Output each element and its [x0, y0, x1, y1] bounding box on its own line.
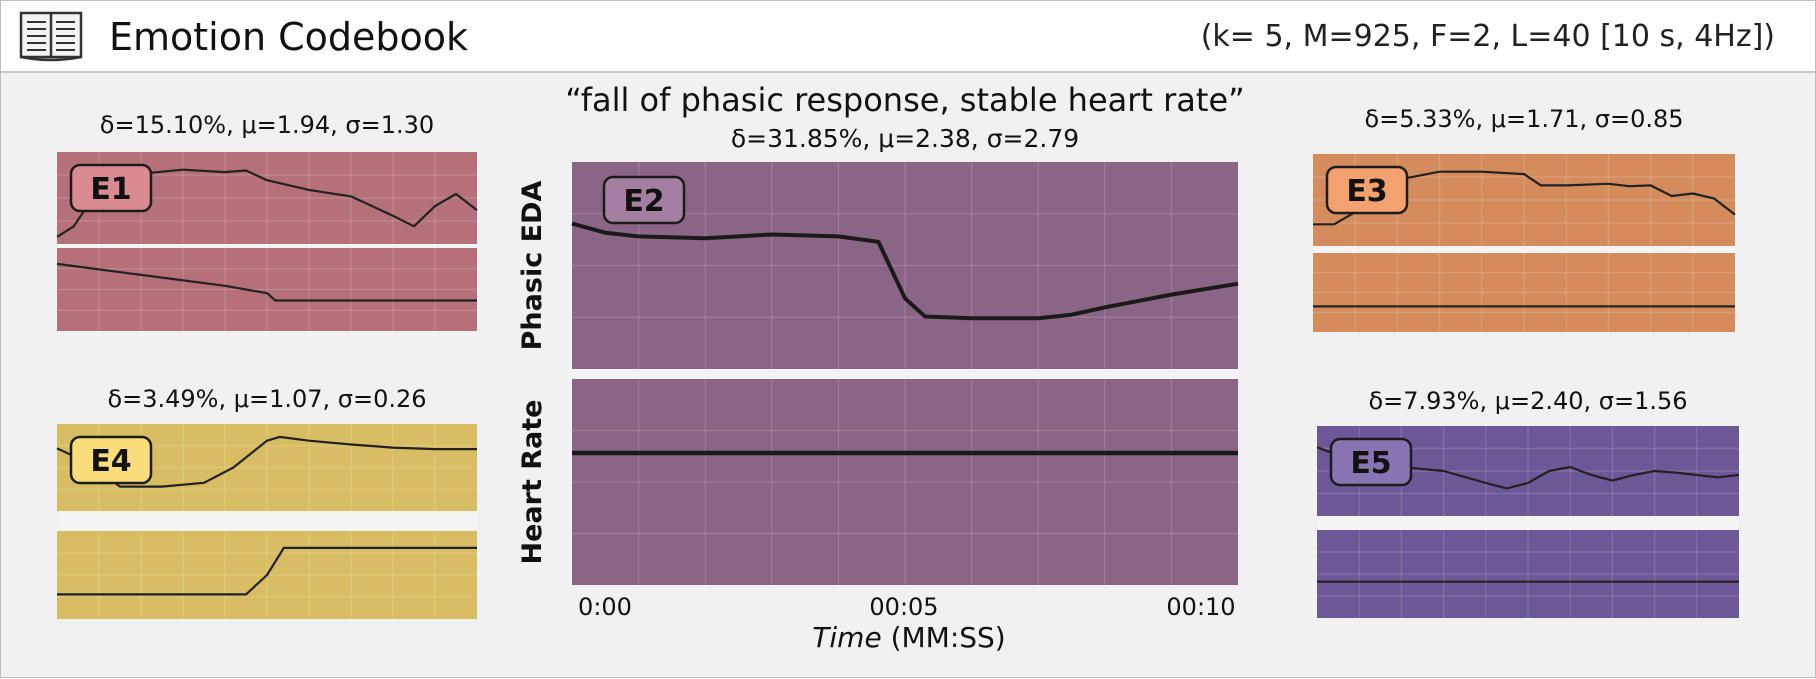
heart-rate-series-line — [56, 262, 477, 302]
emotion-badge — [1329, 437, 1413, 487]
highlight-caption: “fall of phasic response, stable heart r… — [565, 81, 1244, 119]
panel-separator — [572, 369, 1238, 379]
stats-label: δ=7.93%, μ=2.40, σ=1.56 — [1368, 387, 1687, 415]
emotion-label: E5 — [1350, 446, 1391, 481]
stats-label: δ=31.85%, μ=2.38, σ=2.79 — [731, 124, 1079, 153]
x-axis-label: Time (MM:SS) — [812, 621, 1005, 654]
codebook-parameters: (k= 5, M=925, F=2, L=40 [10 s, 4Hz]) — [1200, 19, 1775, 54]
emotion-badge — [602, 175, 686, 225]
channel-label-eda: Phasic EDA — [517, 181, 548, 351]
x-tick-label: 00:10 — [1166, 593, 1235, 621]
emotion-figure: δ=15.10%, μ=1.94, σ=1.30 E1 δ=5.33%, μ=1.7… — [56, 81, 1740, 654]
emotion-label: E2 — [623, 184, 664, 219]
stats-label: δ=5.33%, μ=1.71, σ=0.85 — [1364, 105, 1683, 133]
panel-separator — [57, 244, 477, 248]
panel-separator — [57, 511, 477, 531]
panel-separator — [1313, 246, 1735, 253]
book-icon — [19, 11, 83, 62]
emotion-badge — [1325, 165, 1409, 215]
channel-label-heart-rate: Heart Rate — [517, 400, 548, 565]
emotion-label: E3 — [1346, 174, 1387, 209]
eda-series-line — [571, 221, 1239, 321]
x-tick-label: 0:00 — [578, 593, 632, 621]
emotion-badge — [69, 435, 153, 485]
header-bar: Emotion Codebook (k= 5, M=925, F=2, L=40… — [1, 1, 1815, 73]
emotion-label: E4 — [90, 444, 131, 479]
emotion-label: E1 — [90, 172, 131, 207]
emotion-badge — [69, 163, 153, 213]
x-tick-label: 00:05 — [869, 593, 938, 621]
page-title: Emotion Codebook — [109, 15, 469, 59]
stats-label: δ=15.10%, μ=1.94, σ=1.30 — [100, 111, 434, 139]
stats-label: δ=3.49%, μ=1.07, σ=0.26 — [107, 385, 426, 413]
eda-series-line — [56, 435, 477, 488]
panel-separator — [1317, 516, 1739, 530]
heart-rate-series-line — [57, 546, 477, 596]
